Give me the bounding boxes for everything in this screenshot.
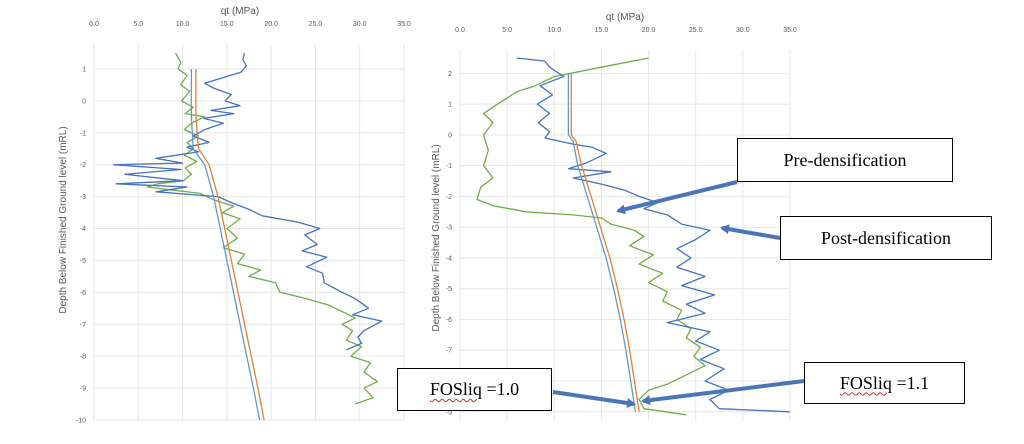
right-y-tick-label: -5 <box>446 286 452 293</box>
right-chart: qt (MPa) 0.0 5.0 10.0 15.0 20.0 25.0 30.0 35.0 … <box>431 12 797 421</box>
right-x-tick-label: 0.0 <box>455 27 465 34</box>
right-x-tick-label: 35.0 <box>783 27 797 34</box>
right-y-tick-label: -3 <box>446 225 452 232</box>
left-series-fosliq-1-0 <box>190 69 261 421</box>
fos-1-0-word: FOSliq <box>429 379 482 399</box>
left-x-tick-label: 25.0 <box>309 21 323 28</box>
fos-1-0-label: FOSliq =1.0 <box>397 368 552 411</box>
right-x-axis-title: qt (MPa) <box>606 12 644 23</box>
pre-densification-text: Pre-densification <box>783 149 907 170</box>
left-y-tick-label: -2 <box>80 162 86 169</box>
annotation-arrows <box>552 180 805 408</box>
fos-1-1-label: FOSliq =1.1 <box>804 362 965 404</box>
right-x-tick-label: 5.0 <box>502 27 512 34</box>
right-series-group <box>476 57 791 416</box>
right-series-fosliq-1-1 <box>570 73 640 412</box>
left-y-tick-label: -10 <box>76 418 86 425</box>
fos-1-1-value: =1.1 <box>891 372 930 393</box>
left-chart: qt (MPa) 0.0 5.0 10.0 15.0 20.0 25.0 30.0 35.0 … <box>58 6 411 425</box>
left-y-tick-label: -5 <box>80 258 86 265</box>
left-y-tick-label: 1 <box>82 66 86 73</box>
post-densification-text: Post-densification <box>821 227 951 248</box>
left-y-ticks: 1 0 -1 -2 -3 -4 -5 -6 -7 -8 -9 -10 <box>76 66 86 424</box>
right-x-ticks: 0.0 5.0 10.0 15.0 20.0 25.0 30.0 35.0 <box>455 27 797 34</box>
right-y-ticks: 210-1-2-3-4-5-6-7-8-9 <box>446 71 452 416</box>
right-x-tick-label: 10.0 <box>547 27 561 34</box>
right-y-tick-label: -7 <box>446 348 452 355</box>
pre-densification-arrow <box>616 180 738 215</box>
right-series-pre-densification <box>476 57 706 416</box>
right-series-post-densification <box>516 57 791 413</box>
right-series-fosliq-1-0 <box>567 73 637 412</box>
left-y-tick-label: -1 <box>80 130 86 137</box>
pre-densification-label: Pre-densification <box>737 138 953 182</box>
right-y-tick-label: -2 <box>446 194 452 201</box>
left-x-axis-title: qt (MPa) <box>221 6 259 17</box>
left-y-tick-label: -3 <box>80 194 86 201</box>
left-y-axis-title: Depth Below Finished Ground level (mRL) <box>58 126 69 313</box>
post-densification-arrow <box>720 224 781 240</box>
right-gridlines <box>459 50 791 421</box>
left-x-tick-label: 5.0 <box>133 21 143 28</box>
left-series-pre-densification <box>146 52 379 405</box>
fos-1-1-arrow <box>641 379 805 406</box>
left-y-tick-label: -8 <box>80 354 86 361</box>
right-x-tick-label: 25.0 <box>689 27 703 34</box>
left-x-tick-label: 15.0 <box>220 21 234 28</box>
left-x-tick-label: 20.0 <box>264 21 278 28</box>
right-x-tick-label: 15.0 <box>595 27 609 34</box>
right-y-tick-label: -1 <box>446 163 452 170</box>
left-y-tick-label: -7 <box>80 322 86 329</box>
right-y-tick-label: -9 <box>446 409 452 416</box>
left-x-tick-label: 0.0 <box>89 21 99 28</box>
fos-1-0-value: =1.0 <box>481 379 520 399</box>
left-y-tick-label: 0 <box>82 98 86 105</box>
left-y-tick-label: -4 <box>80 226 86 233</box>
left-series-group <box>112 52 383 421</box>
right-y-axis-title: Depth Below Finished Ground level (mRL) <box>431 144 442 331</box>
fos-1-1-word: FOSliq <box>839 372 892 393</box>
left-gridlines <box>93 45 405 421</box>
left-y-tick-label: -6 <box>80 290 86 297</box>
right-y-tick-label: 0 <box>448 132 452 139</box>
right-y-tick-label: 1 <box>448 102 452 109</box>
left-series-fosliq-1-1 <box>195 69 265 421</box>
left-y-tick-label: -9 <box>80 386 86 393</box>
right-x-tick-label: 30.0 <box>736 27 750 34</box>
left-x-tick-label: 10.0 <box>176 21 190 28</box>
left-x-tick-label: 35.0 <box>397 21 411 28</box>
right-y-tick-label: -4 <box>446 255 452 262</box>
left-x-ticks: 0.0 5.0 10.0 15.0 20.0 25.0 30.0 35.0 <box>89 21 411 28</box>
left-x-tick-label: 30.0 <box>353 21 367 28</box>
left-series-post-densification <box>112 52 383 351</box>
right-x-tick-label: 20.0 <box>642 27 656 34</box>
right-y-tick-label: 2 <box>448 71 452 78</box>
right-y-tick-label: -6 <box>446 317 452 324</box>
post-densification-label: Post-densification <box>780 216 992 260</box>
fos-1-0-arrow <box>552 390 636 408</box>
